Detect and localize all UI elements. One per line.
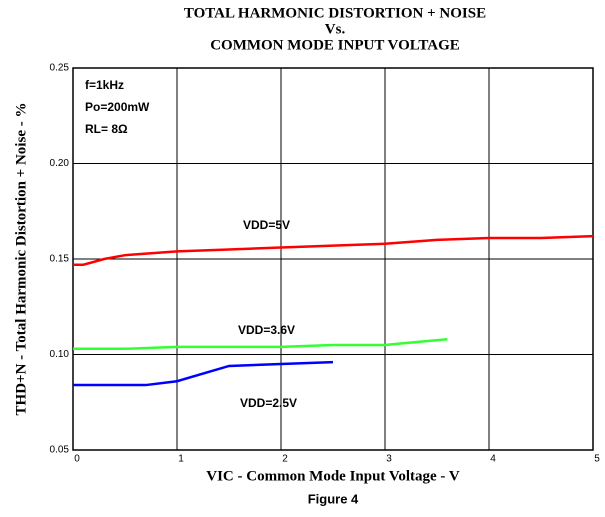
chart-title: Vs. [325, 21, 346, 37]
chart-title: TOTAL HARMONIC DISTORTION + NOISE [184, 5, 486, 21]
y-tick-label: 0.05 [50, 445, 70, 456]
y-tick-label: 0.10 [50, 349, 70, 360]
x-tick-label: 5 [594, 454, 600, 465]
annotation: f=1kHz [85, 78, 124, 92]
annotation: Po=200mW [85, 100, 150, 114]
x-tick-label: 0 [74, 454, 80, 465]
plot-frame [72, 67, 594, 451]
y-tick-label: 0.15 [50, 254, 70, 265]
series-label: VDD=5V [243, 218, 290, 232]
caption: Figure 4 [308, 491, 359, 506]
y-tick-label: 0.25 [50, 63, 70, 74]
x-tick-label: 4 [490, 454, 496, 465]
x-axis-title: VIC - Common Mode Input Voltage - V [206, 468, 460, 484]
series-line [73, 234, 594, 266]
x-tick-label: 3 [386, 454, 392, 465]
y-axis-title: THD+N - Total Harmonic Distortion + Nois… [13, 103, 29, 416]
series-label: VDD=3.6V [238, 323, 295, 337]
series-line [73, 337, 448, 351]
x-tick-label: 2 [282, 454, 288, 465]
series-label: VDD=2.5V [240, 396, 297, 410]
chart-title: COMMON MODE INPUT VOLTAGE [210, 37, 460, 53]
x-tick-label: 1 [178, 454, 184, 465]
y-tick-label: 0.20 [50, 158, 70, 169]
series-line [73, 360, 334, 387]
annotation: RL= 8Ω [85, 122, 128, 136]
